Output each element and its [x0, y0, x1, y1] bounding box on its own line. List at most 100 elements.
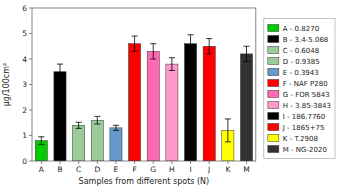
error-stem: [78, 122, 79, 128]
x-tick: [97, 161, 98, 164]
y-tick: [29, 59, 32, 60]
error-stem: [227, 119, 228, 142]
error-stem: [171, 58, 172, 71]
error-cap: [225, 118, 231, 119]
x-tick-label: D: [94, 165, 100, 174]
x-tick-label: A: [39, 165, 45, 174]
legend-label: B - 3.4-5.068: [283, 36, 328, 44]
legend-swatch: [268, 36, 279, 43]
x-tick: [134, 161, 135, 164]
x-tick-label: M: [243, 165, 249, 174]
bar: [147, 51, 159, 161]
error-stem: [97, 116, 98, 124]
x-tick: [190, 161, 191, 164]
legend-label: C - 0.6048: [283, 47, 319, 55]
x-tick-label: I: [189, 165, 191, 174]
x-tick: [78, 161, 79, 164]
error-cap: [188, 34, 194, 35]
bar: [166, 64, 178, 161]
error-bar: [132, 36, 138, 51]
error-stem: [41, 137, 42, 145]
error-cap: [113, 125, 119, 126]
x-tick-label: J: [207, 165, 210, 174]
bar: [73, 125, 85, 161]
x-tick: [153, 161, 154, 164]
error-stem: [209, 39, 210, 54]
bar: [240, 54, 252, 161]
legend-label: K - T.2908: [283, 135, 318, 143]
legend-label: F - NAF P280: [283, 80, 328, 88]
error-stem: [246, 46, 247, 61]
y-tick-label: 5: [22, 29, 27, 38]
legend-label: E - 0.3943: [283, 69, 319, 77]
legend-swatch: [268, 25, 279, 32]
error-cap: [132, 36, 138, 37]
error-bar: [113, 125, 119, 130]
y-tick: [29, 8, 32, 9]
legend-label: G - FOR 5843: [283, 91, 330, 99]
x-tick: [41, 161, 42, 164]
y-tick: [29, 161, 32, 162]
error-cap: [188, 52, 194, 53]
error-cap: [169, 57, 175, 58]
legend-swatch: [268, 146, 279, 153]
bar: [54, 72, 66, 161]
y-tick-label: 3: [22, 80, 27, 89]
y-tick-label: 0: [22, 157, 27, 166]
error-cap: [206, 53, 212, 54]
error-cap: [225, 141, 231, 142]
error-bar: [76, 122, 82, 128]
x-tick: [209, 161, 210, 164]
bar: [129, 44, 141, 161]
error-stem: [153, 44, 154, 59]
error-bar: [188, 35, 194, 53]
error-bar: [225, 119, 231, 142]
legend-label: J - 1865+75: [282, 124, 325, 132]
y-axis-label: µg/100cm²: [2, 63, 11, 107]
y-tick-label: 4: [22, 55, 27, 64]
error-stem: [190, 35, 191, 53]
error-cap: [76, 128, 82, 129]
y-tick: [29, 110, 32, 111]
error-bar: [206, 39, 212, 54]
error-bar: [94, 116, 100, 124]
x-tick: [246, 161, 247, 164]
y-tick-label: 2: [22, 106, 27, 115]
error-stem: [59, 64, 60, 79]
error-cap: [38, 136, 44, 137]
legend-label: D - 0.9385: [283, 58, 320, 66]
error-bar: [57, 64, 63, 79]
legend-label: M - NG-2020: [283, 146, 327, 154]
legend-label: A - 0.8270: [283, 25, 319, 33]
x-tick-label: F: [132, 165, 136, 174]
plot-area: [35, 35, 252, 161]
bar: [110, 128, 122, 161]
error-cap: [150, 43, 156, 44]
bar: [184, 44, 196, 161]
x-tick: [115, 161, 116, 164]
x-tick-label: B: [57, 165, 62, 174]
x-tick: [59, 161, 60, 164]
legend: A - 0.8270 B - 3.4-5.068 C - 0.6048 D - 0.9…: [264, 19, 335, 159]
bar: [203, 46, 215, 161]
error-cap: [94, 116, 100, 117]
legend-swatch: [268, 113, 279, 120]
x-tick-label: H: [169, 165, 175, 174]
error-bar: [150, 44, 156, 59]
y-tick: [29, 135, 32, 136]
legend-swatch: [268, 102, 279, 109]
error-cap: [57, 64, 63, 65]
x-tick-label: G: [150, 165, 156, 174]
error-cap: [150, 59, 156, 60]
chart: A - 0.8270 B - 3.4-5.068 C - 0.6048 D - 0.9…: [0, 0, 337, 189]
error-cap: [169, 70, 175, 71]
y-tick: [29, 84, 32, 85]
error-cap: [76, 122, 82, 123]
error-cap: [206, 38, 212, 39]
bar: [91, 120, 103, 161]
error-bar: [169, 58, 175, 71]
legend-swatch: [268, 58, 279, 65]
legend-swatch: [268, 69, 279, 76]
legend-label: H - 3.85-3843: [283, 102, 331, 110]
error-bar: [38, 137, 44, 145]
